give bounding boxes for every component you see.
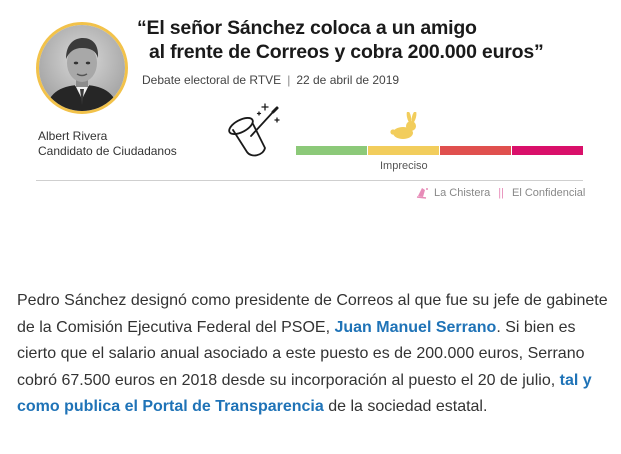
scale-segment-false [440,146,511,155]
quote-line-2: al frente de Correos y cobra 200.000 eur… [149,41,544,63]
link-portal-transparencia[interactable]: tal y como publica el Portal de Transpar… [17,371,592,416]
meta-separator: | [287,73,291,87]
article-text-1: Pedro Sánchez designó como presidente de… [17,292,608,336]
link-juan-manuel-serrano[interactable]: Juan Manuel Serrano [334,318,497,336]
verdict-label: Impreciso [380,160,428,172]
fact-check-card: “El señor Sánchez coloca a un amigo al f… [0,0,621,215]
brand-footer: La Chistera || El Confidencial [416,186,585,200]
scale-segment-lie [512,146,583,155]
brand-separator: || [498,187,504,199]
scale-segment-true [296,146,367,155]
speaker: Albert Rivera Candidato de Ciudadanos [38,129,177,159]
source-name: Debate electoral de RTVE [142,73,282,87]
chistera-logo-icon [416,188,428,199]
article-paragraph: Pedro Sánchez designó como presidente de… [17,288,617,421]
source-date: 22 de abril de 2019 [296,73,400,87]
veracity-scale [296,146,583,155]
speaker-role: Candidato de Ciudadanos [38,144,177,158]
article-text-3: de la sociedad estatal. [323,398,488,415]
avatar [36,22,128,114]
quote-line-1: “El señor Sánchez coloca a un amigo [137,17,477,39]
brand-name: La Chistera [434,187,491,199]
rabbit-icon [390,112,417,139]
portrait-photo [39,25,125,111]
quote-source: Debate electoral de RTVE | 22 de abril de … [142,73,399,87]
scale-segment-imprecise [368,146,439,155]
article-text-2: . Si bien es cierto que el salario anual… [17,318,585,389]
speaker-name: Albert Rivera [38,129,108,143]
quote: “El señor Sánchez coloca a un amigo al f… [137,16,607,64]
magic-hat-icon [228,103,280,157]
brand-publisher: El Confidencial [511,187,586,199]
divider [36,180,583,181]
